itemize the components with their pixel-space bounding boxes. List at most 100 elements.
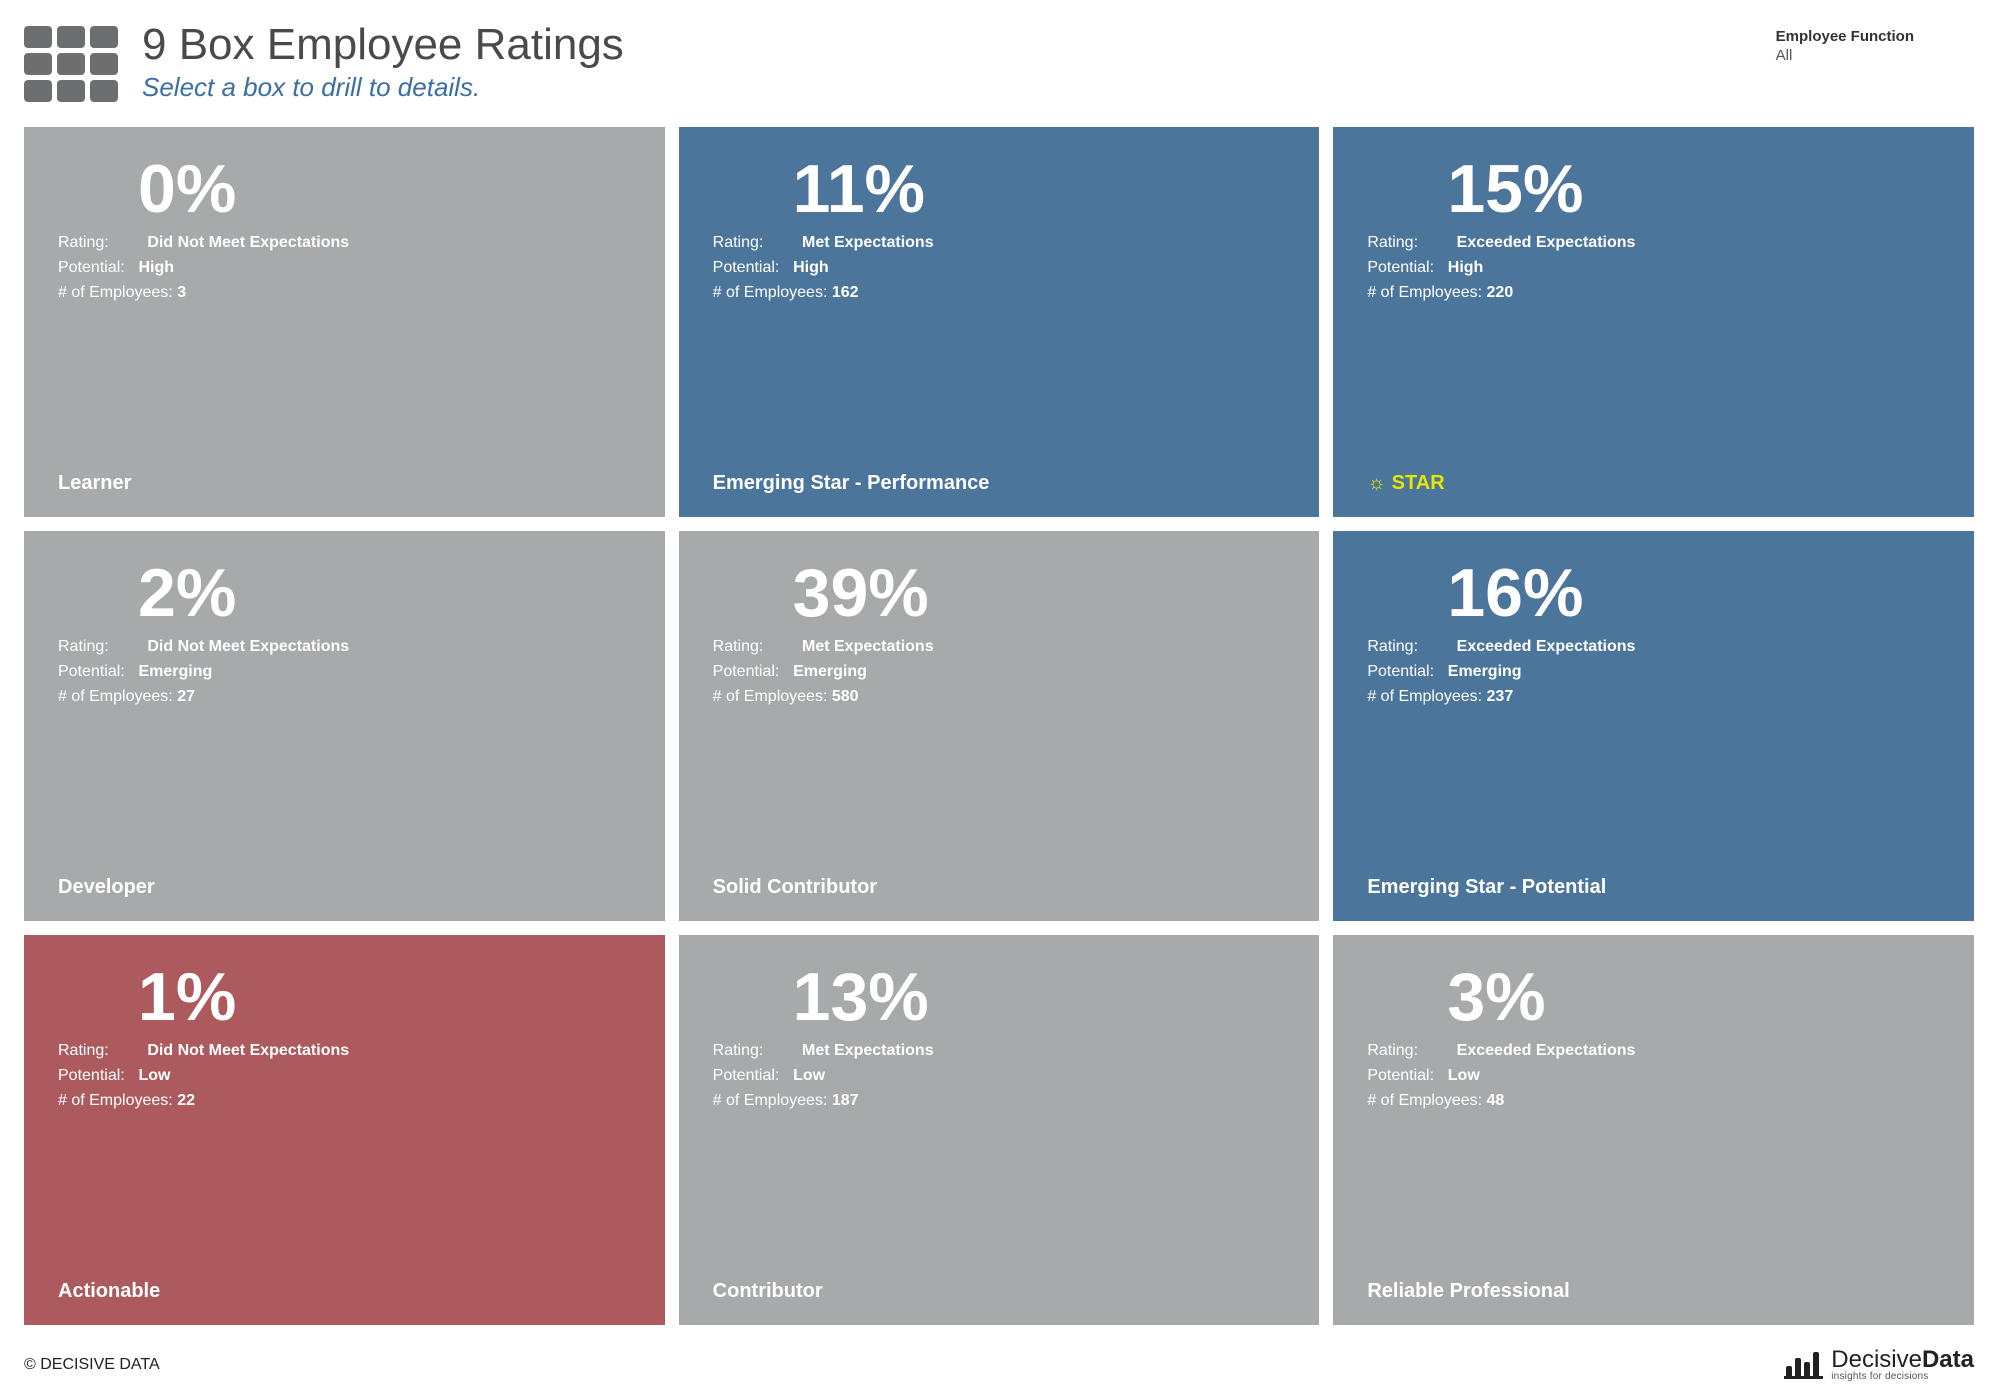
box-meta: Rating: Met ExpectationsPotential: Low# …: [713, 1039, 1296, 1113]
potential-value: High: [1448, 259, 1484, 276]
box-name: Contributor: [713, 1262, 1296, 1303]
count-label: # of Employees:: [713, 1092, 828, 1109]
rating-value: Met Expectations: [802, 638, 934, 655]
box-learner[interactable]: 0% Rating: Did Not Meet ExpectationsPoten…: [24, 127, 665, 517]
box-name-star: ☼ STAR: [1367, 454, 1950, 495]
header: 9 Box Employee Ratings Select a box to d…: [24, 20, 1974, 103]
box-developer[interactable]: 2%Rating: Did Not Meet ExpectationsPoten…: [24, 531, 665, 921]
rating-label: Rating:: [58, 635, 134, 660]
potential-value: Emerging: [1448, 663, 1522, 680]
box-emerging-star-performance[interactable]: 11%Rating: Met ExpectationsPotential: Hi…: [679, 127, 1320, 517]
box-emerging-star-potential[interactable]: 16%Rating: Exceeded Expectations Potentia…: [1333, 531, 1974, 921]
box-name: Emerging Star - Performance: [713, 454, 1296, 495]
count-value: 27: [177, 688, 195, 705]
box-meta: Rating: Met ExpectationsPotential: High#…: [713, 231, 1296, 305]
rating-label: Rating:: [1367, 635, 1443, 660]
rating-label: Rating:: [713, 635, 789, 660]
potential-label: Potential:: [713, 660, 789, 685]
rating-value: Exceeded Expectations: [1457, 234, 1636, 251]
rating-label: Rating:: [58, 1039, 134, 1064]
count-label: # of Employees:: [1367, 688, 1482, 705]
box-name: Emerging Star - Potential: [1367, 858, 1950, 899]
filter-label: Employee Function: [1776, 28, 1914, 45]
page-subtitle: Select a box to drill to details.: [142, 72, 624, 103]
rating-label: Rating:: [713, 1039, 789, 1064]
logo-grid-icon: [24, 26, 118, 102]
count-value: 162: [832, 284, 859, 301]
potential-value: High: [138, 259, 174, 276]
rating-value: Did Not Meet Expectations: [147, 1042, 349, 1059]
potential-value: Low: [1448, 1067, 1480, 1084]
box-name: Developer: [58, 858, 641, 899]
potential-label: Potential:: [1367, 660, 1443, 685]
box-reliable-professional[interactable]: 3%Rating: Exceeded ExpectationsPotential…: [1333, 935, 1974, 1325]
count-value: 580: [832, 688, 859, 705]
box-meta: Rating: Did Not Meet ExpectationsPotenti…: [58, 231, 641, 305]
potential-value: Low: [138, 1067, 170, 1084]
potential-label: Potential:: [58, 1064, 134, 1089]
box-star[interactable]: 15%Rating: Exceeded Expectations Potentia…: [1333, 127, 1974, 517]
count-value: 237: [1487, 688, 1514, 705]
count-value: 22: [177, 1092, 195, 1109]
filter-value: All: [1776, 47, 1914, 64]
box-meta: Rating: Exceeded ExpectationsPotential: …: [1367, 231, 1950, 305]
brand-logo: DecisiveData insights for decisions: [1784, 1348, 1974, 1382]
potential-label: Potential:: [58, 660, 134, 685]
brand-tagline: insights for decisions: [1831, 1372, 1974, 1382]
footer: © DECISIVE DATA DecisiveData insights fo…: [24, 1343, 1974, 1387]
box-percent: 0%: [138, 155, 641, 223]
rating-value: Met Expectations: [802, 1042, 934, 1059]
count-value: 48: [1487, 1092, 1505, 1109]
count-label: # of Employees:: [1367, 1092, 1482, 1109]
count-label: # of Employees:: [713, 688, 828, 705]
rating-value: Met Expectations: [802, 234, 934, 251]
box-percent: 13%: [793, 963, 1296, 1031]
potential-value: Emerging: [138, 663, 212, 680]
count-label: # of Employees:: [58, 688, 173, 705]
rating-label: Rating:: [1367, 231, 1443, 256]
box-meta: Rating: Exceeded ExpectationsPotential: …: [1367, 635, 1950, 709]
rating-label: Rating:: [713, 231, 789, 256]
nine-box-grid: 0%Rating: Did Not Meet ExpectationsPoten…: [24, 127, 1974, 1325]
count-label: # of Employees:: [1367, 284, 1482, 301]
filter-employee-function[interactable]: Employee Function All: [1776, 28, 1914, 64]
box-percent: 16%: [1447, 559, 1950, 627]
rating-value: Exceeded Expectations: [1457, 638, 1636, 655]
box-name: Learner: [58, 454, 641, 495]
count-label: # of Employees:: [58, 284, 173, 301]
brand-word-a: Decisive: [1831, 1346, 1922, 1373]
potential-label: Potential:: [1367, 1064, 1443, 1089]
box-solid-contributor[interactable]: 39%Rating: Met Expectations Potential: Em…: [679, 531, 1320, 921]
box-meta: Rating: Did Not Meet Expectations Potenti…: [58, 1039, 641, 1113]
box-actionable[interactable]: 1%Rating: Did Not Meet Expectations Poten…: [24, 935, 665, 1325]
count-label: # of Employees:: [58, 1092, 173, 1109]
potential-label: Potential:: [713, 1064, 789, 1089]
count-value: 3: [177, 284, 186, 301]
potential-value: Emerging: [793, 663, 867, 680]
box-name-text: STAR: [1392, 472, 1445, 495]
box-meta: Rating: Met Expectations Potential: Emerg…: [713, 635, 1296, 709]
box-name: Reliable Professional: [1367, 1262, 1950, 1303]
box-percent: 1%: [138, 963, 641, 1031]
brand-word-b: Data: [1922, 1346, 1974, 1373]
rating-value: Did Not Meet Expectations: [147, 234, 349, 251]
star-icon: ☼: [1367, 472, 1385, 495]
header-left: 9 Box Employee Ratings Select a box to d…: [24, 20, 624, 103]
rating-value: Exceeded Expectations: [1457, 1042, 1636, 1059]
box-name: Solid Contributor: [713, 858, 1296, 899]
box-contributor[interactable]: 13%Rating: Met ExpectationsPotential: Lo…: [679, 935, 1320, 1325]
box-percent: 15%: [1447, 155, 1950, 223]
rating-label: Rating:: [58, 231, 134, 256]
box-percent: 39%: [793, 559, 1296, 627]
brand-bars-icon: [1784, 1351, 1823, 1379]
box-meta: Rating: Exceeded ExpectationsPotential: …: [1367, 1039, 1950, 1113]
box-meta: Rating: Did Not Meet ExpectationsPotenti…: [58, 635, 641, 709]
count-value: 220: [1487, 284, 1514, 301]
box-name: Actionable: [58, 1262, 641, 1303]
potential-label: Potential:: [713, 256, 789, 281]
brand-text: DecisiveData insights for decisions: [1831, 1348, 1974, 1382]
box-percent: 3%: [1447, 963, 1950, 1031]
potential-label: Potential:: [1367, 256, 1443, 281]
title-block: 9 Box Employee Ratings Select a box to d…: [142, 20, 624, 103]
page-title: 9 Box Employee Ratings: [142, 20, 624, 70]
